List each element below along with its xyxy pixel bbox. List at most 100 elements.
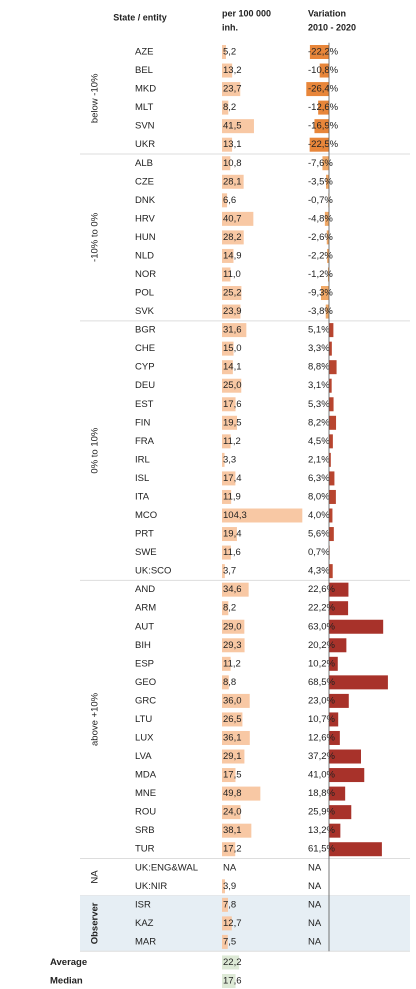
summary-label: Average: [50, 957, 87, 968]
rate-label: 11,0: [223, 269, 241, 280]
entity-code: IRL: [135, 454, 150, 465]
rate-bar: [222, 323, 247, 338]
summary-value: 17,6: [223, 976, 242, 987]
variation-label: 4,3%: [308, 566, 330, 577]
header-rate: per 100 000: [222, 8, 271, 18]
rate-label: 13,1: [223, 139, 242, 150]
rate-label: 24,0: [223, 807, 242, 818]
entity-code: DNK: [135, 195, 156, 206]
entity-code: CYP: [135, 362, 155, 373]
rate-bar: [222, 489, 232, 504]
entity-code: EST: [135, 399, 154, 410]
variation-label: -2,6%: [308, 232, 333, 243]
variation-label: NA: [308, 918, 322, 929]
rate-bar: [222, 119, 254, 134]
rate-label: 23,9: [223, 306, 242, 317]
entity-code: AZE: [135, 47, 153, 58]
entity-code: ESP: [135, 658, 154, 669]
rate-label: NA: [223, 862, 237, 873]
entity-code: ISR: [135, 899, 151, 910]
variation-bar: [329, 675, 388, 690]
variation-bar: [329, 527, 334, 542]
variation-bar: [329, 489, 336, 504]
entity-code: PRT: [135, 529, 154, 540]
variation-bar: [329, 434, 333, 449]
variation-bar: [318, 100, 329, 115]
rate-bar: [222, 211, 254, 226]
entity-code: FRA: [135, 436, 155, 447]
variation-bar: [329, 656, 338, 671]
rate-bar: [222, 415, 238, 430]
rate-bar: [222, 193, 228, 208]
variation-label: NA: [308, 899, 322, 910]
variation-label: 18,8%: [308, 788, 335, 799]
variation-bar: [329, 341, 332, 356]
variation-bar: [327, 248, 329, 263]
entity-code: MNE: [135, 788, 156, 799]
rate-label: 38,1: [223, 825, 242, 836]
variation-label: 3,1%: [308, 380, 330, 391]
variation-bar: [324, 211, 329, 226]
variation-bar: [306, 82, 329, 97]
entity-code: GEO: [135, 677, 156, 688]
entity-code: POL: [135, 288, 154, 299]
group-label: Observer: [90, 902, 101, 944]
rate-label: 11,2: [223, 436, 241, 447]
rate-label: 41,5: [223, 121, 242, 132]
variation-label: -16,9%: [308, 121, 339, 132]
rate-label: 28,2: [223, 232, 242, 243]
entity-code: AUT: [135, 621, 154, 632]
rate-bar: [222, 712, 243, 727]
entity-code: SVN: [135, 121, 155, 132]
entity-code: ITA: [135, 491, 150, 502]
variation-label: -9,3%: [308, 288, 333, 299]
rate-bar: [222, 582, 249, 597]
variation-bar: [329, 638, 347, 653]
header-entity: State / entity: [113, 12, 167, 22]
variation-bar: [329, 508, 333, 523]
variation-label: -7,6%: [308, 158, 333, 169]
rate-bar: [222, 897, 229, 912]
rate-label: 3,3: [223, 454, 236, 465]
rate-bar: [222, 601, 229, 616]
rate-bar: [222, 823, 252, 838]
entity-code: MAR: [135, 936, 156, 947]
header-variation: 2010 - 2020: [308, 22, 356, 32]
rate-bar: [222, 527, 237, 542]
entity-code: BIH: [135, 640, 151, 651]
entity-code: FIN: [135, 417, 150, 428]
variation-label: 8,2%: [308, 417, 330, 428]
rate-label: 25,2: [223, 288, 242, 299]
entity-code: BEL: [135, 65, 153, 76]
entity-code: ARM: [135, 603, 156, 614]
entity-code: MKD: [135, 84, 156, 95]
entity-code: ROU: [135, 807, 156, 818]
rate-bar: [222, 768, 236, 783]
summary-bar: [222, 955, 240, 970]
variation-bar: [309, 45, 329, 59]
rate-label: 10,8: [223, 158, 242, 169]
rate-bar: [222, 174, 244, 189]
variation-bar: [322, 156, 329, 171]
variation-bar: [329, 415, 337, 430]
rate-label: 17,6: [223, 399, 242, 410]
rate-bar: [222, 100, 229, 115]
entity-code: MCO: [135, 510, 157, 521]
entity-code: SWE: [135, 547, 157, 558]
entity-code: TUR: [135, 844, 155, 855]
entity-code: HUN: [135, 232, 156, 243]
rate-bar: [222, 786, 261, 801]
variation-label: 25,9%: [308, 807, 335, 818]
group-label: below -10%: [90, 73, 101, 123]
group-label: 0% to 10%: [90, 427, 101, 473]
variation-bar: [329, 730, 340, 745]
variation-bar: [329, 842, 382, 857]
variation-bar: [309, 137, 329, 152]
rate-bar: [222, 137, 233, 152]
variation-label: -3,5%: [308, 176, 333, 187]
rate-label: 19,4: [223, 529, 242, 540]
variation-bar: [329, 452, 331, 467]
variation-bar: [329, 805, 352, 820]
entity-code: UK:NIR: [135, 881, 167, 892]
entity-code: SRB: [135, 825, 155, 836]
